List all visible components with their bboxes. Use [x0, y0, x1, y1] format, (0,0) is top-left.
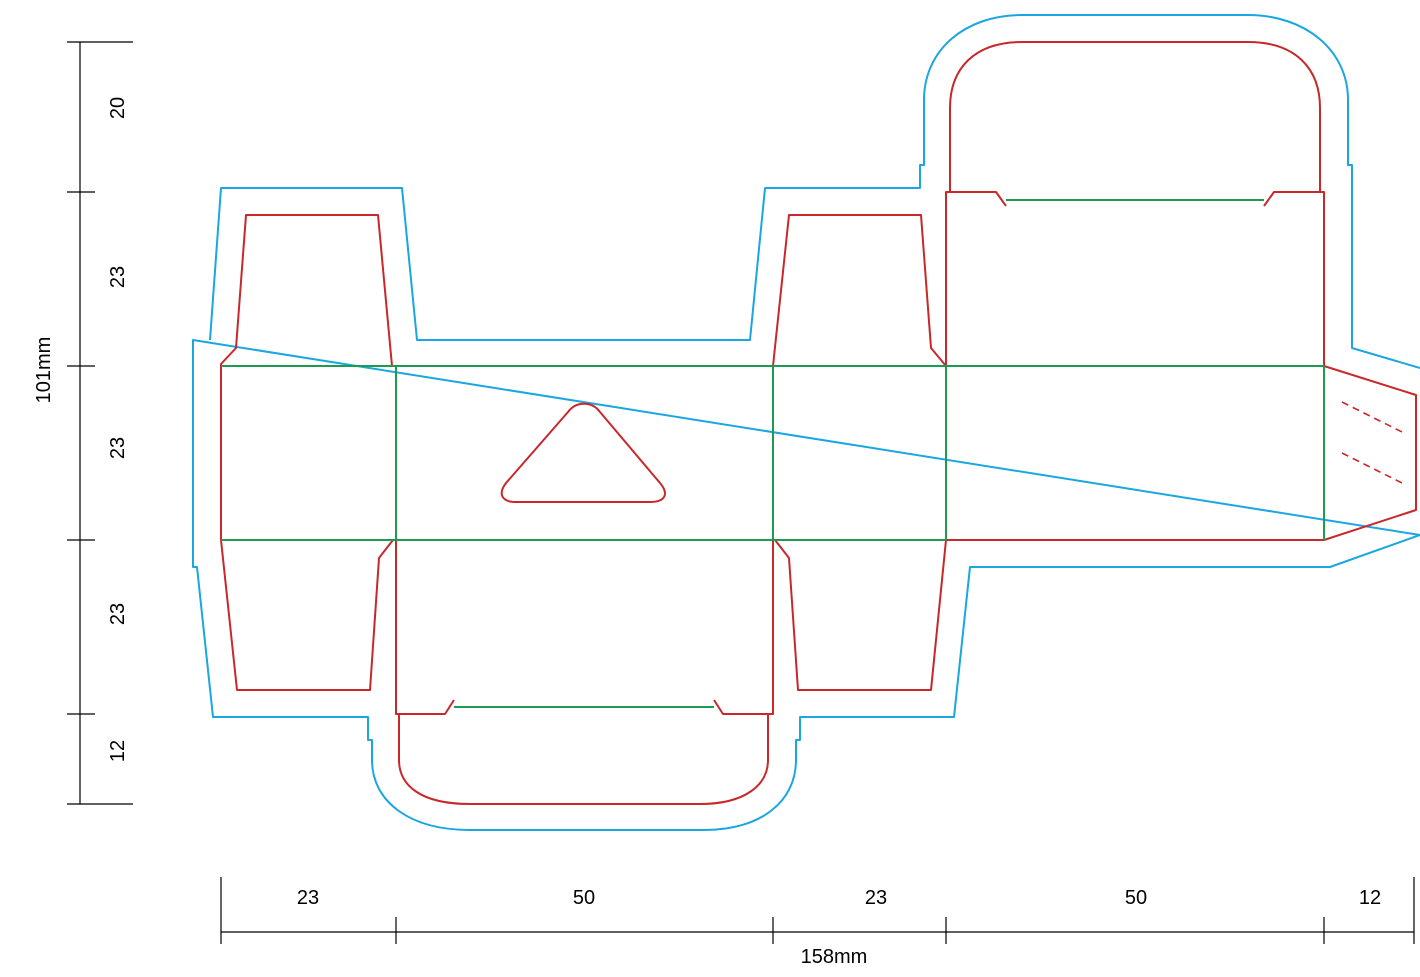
horizontal-dim-label: 50 [573, 887, 595, 909]
top-tuck-flap [945, 41, 1325, 366]
vertical-dim-label: 12 [107, 740, 129, 762]
vertical-dimension-group: 20 23 23 23 12 101mm [33, 41, 133, 805]
vertical-dim-label: 23 [107, 266, 129, 288]
horizontal-dim-label: 23 [865, 887, 887, 909]
vertical-dim-label: 20 [107, 97, 129, 119]
cut-lines [220, 41, 1417, 805]
vertical-dim-label: 23 [107, 437, 129, 459]
horizontal-dim-label: 23 [297, 887, 319, 909]
left-top-flap [220, 214, 393, 367]
bleed-outline [192, 14, 1420, 831]
vertical-total-label: 101mm [33, 337, 55, 404]
glue-flap-perforations [1341, 401, 1403, 484]
horizontal-dim-label: 12 [1359, 887, 1381, 909]
triangle-window-cutout [500, 402, 666, 503]
middle-top-flap [772, 214, 947, 367]
glue-flap [1323, 365, 1417, 541]
bottom-tuck-flap [395, 540, 774, 805]
fold-lines [221, 199, 1325, 708]
horizontal-dim-label: 50 [1125, 887, 1147, 909]
horizontal-dimension-group: 23 50 23 50 12 158mm [220, 877, 1415, 968]
left-bottom-flap [220, 539, 394, 691]
vertical-dim-label: 23 [107, 603, 129, 625]
horizontal-total-label: 158mm [801, 946, 868, 968]
middle-bottom-flap [774, 539, 947, 691]
